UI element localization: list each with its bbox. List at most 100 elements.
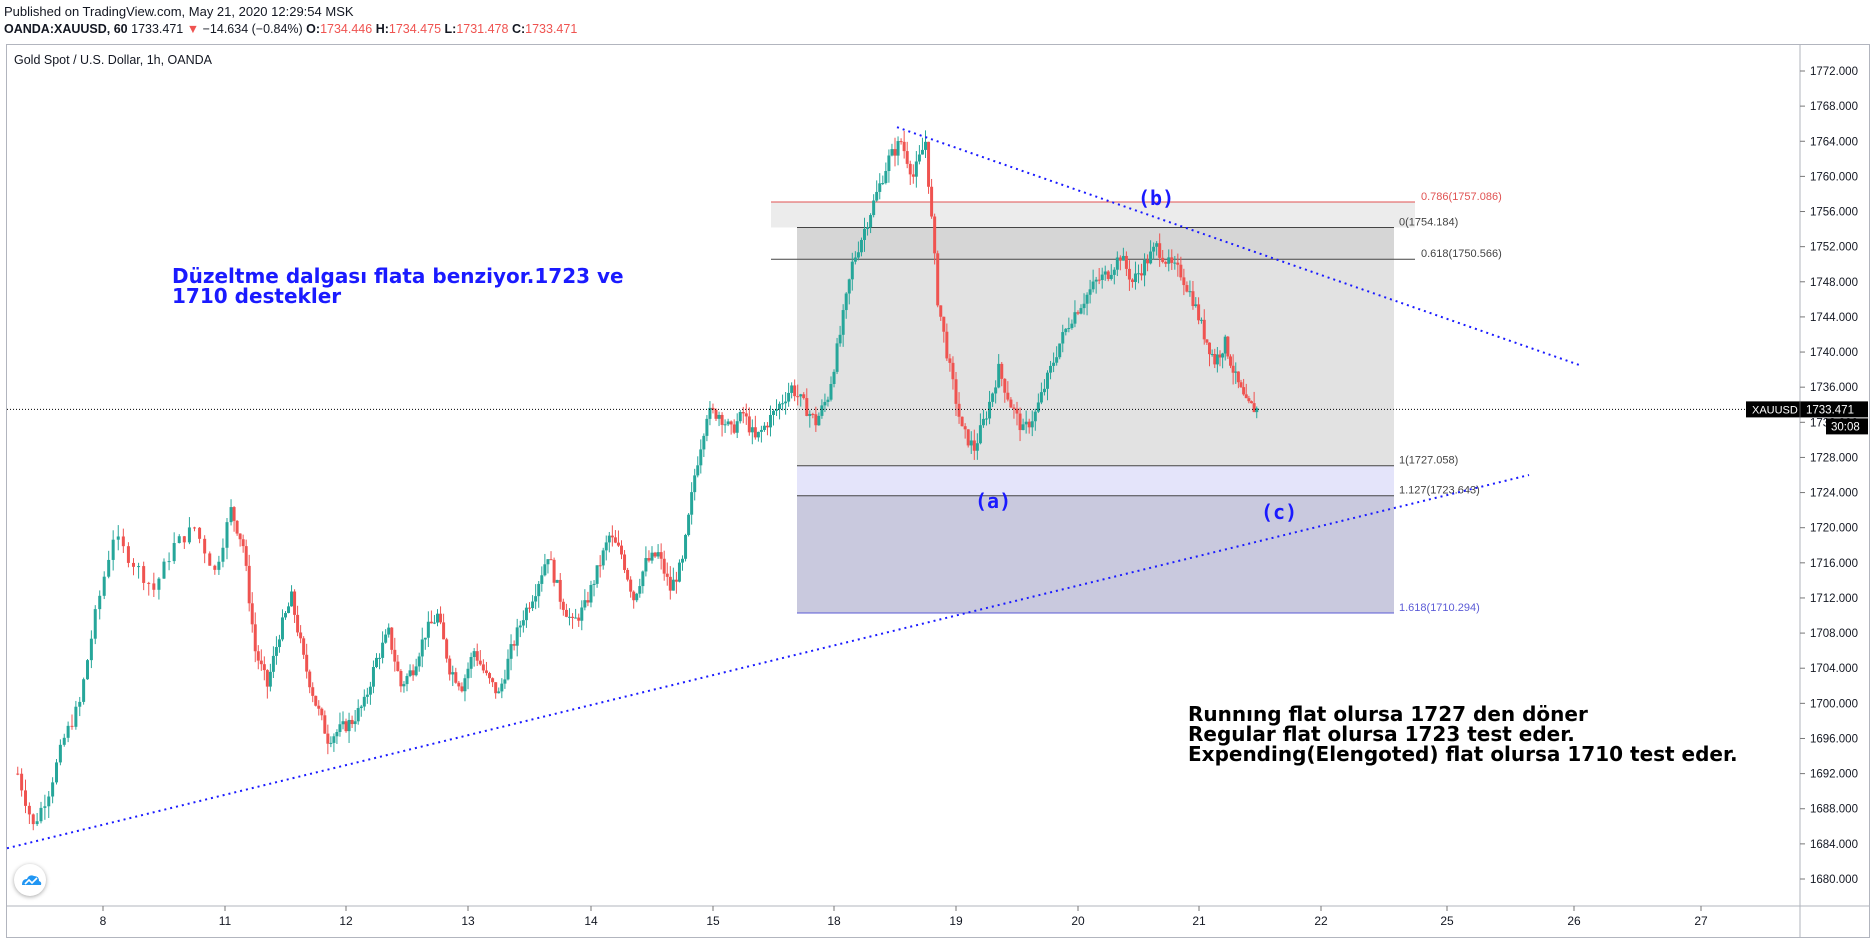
y-tick-label: 1752.000 [1810,242,1858,254]
candle-body [580,607,584,621]
candle-body [561,601,565,610]
candle-body [384,634,388,643]
candle-body [265,670,269,687]
candle-body [1185,285,1189,292]
candle-body [641,571,645,587]
candle-body [78,701,82,707]
candle-body [881,183,885,185]
annotation-note[interactable]: Runnıng flat olursa 1727 den döner Regul… [1188,704,1738,764]
candle-body [768,414,772,428]
candle-body [481,664,485,671]
annotation-title[interactable]: Düzeltme dalgası flata benziyor.1723 ve … [172,266,624,306]
wave-label-b[interactable]: (b) [1138,186,1175,210]
fib-extension-tool[interactable]: 0.786(1757.086) 0(1754.184) 0.618(1750.566… [771,191,1502,614]
candle-body [299,632,303,639]
candle-body [1234,371,1238,373]
candle-body [86,660,89,680]
candle-body [635,593,639,601]
y-tick-label: 1700.000 [1810,698,1858,710]
candle-body [850,261,854,280]
candle-body [287,606,291,614]
candle-body [750,427,754,433]
candle-body [1236,371,1240,383]
cloud-icon [22,875,42,885]
candle-body [859,239,863,253]
candle-body [997,363,1001,388]
candle-body [1024,421,1028,425]
candle-body [121,536,125,547]
candle-body [74,706,78,727]
candle-body [1140,273,1144,276]
candle-body [866,227,870,229]
candle-body [726,421,730,425]
candle-body [308,671,312,688]
candle-body [66,725,70,738]
candle-body [111,539,115,560]
candle-body [177,536,181,544]
candle-body [341,721,345,725]
candle-body [39,807,43,822]
candle-body [229,507,233,523]
candle-body [543,564,547,576]
tradingview-logo[interactable] [14,864,46,896]
candle-body [869,215,873,228]
candle-body [152,583,156,590]
symbol-ohlc-line: OANDA:XAUUSD, 60 1733.471 ▼ −14.634 (−0.… [4,22,577,36]
symbol-label: OANDA:XAUUSD, 60 [4,22,128,36]
candle-body [687,514,691,535]
candle-body [744,413,748,417]
x-tick-label: 27 [1694,914,1708,928]
candle-body [58,744,62,763]
candle-body [1239,382,1243,388]
wave-label-c[interactable]: (c) [1261,500,1298,524]
close-value: 1733.471 [525,22,578,36]
trendlines[interactable] [6,126,1581,850]
candle-body [478,660,482,665]
candle-body [24,790,27,806]
candle-body [411,670,415,676]
candle-body [1215,354,1219,365]
candle-body [1205,339,1209,343]
candle-body [1055,357,1059,363]
candle-body [1221,353,1225,358]
candle-body [1112,269,1116,275]
candle-body [647,558,651,561]
resistance-trendline [896,126,1581,367]
candle-body [1143,260,1147,276]
candle-body [1067,327,1071,329]
candle-body [107,559,111,577]
fib-zone-ext1 [797,465,1394,496]
candle-body [475,651,479,661]
candle-body [116,536,120,540]
candle-body [302,638,306,655]
candle-body [671,579,675,591]
price-badge-value: 1733.471 [1806,404,1854,416]
wave-label-a[interactable]: (a) [975,489,1012,513]
candle-body [994,387,998,394]
candle-body [1133,273,1137,283]
candle-body [674,579,678,582]
candle-body [690,492,694,515]
candle-body [293,591,297,615]
candle-body [1208,342,1211,355]
candle-body [1179,264,1183,278]
candle-body [537,583,541,597]
candle-body [445,639,449,659]
chart-frame [6,44,1870,938]
candle-body [659,552,663,559]
candle-body [896,141,900,156]
candle-body [43,806,47,808]
candle-body [817,415,821,426]
candle-body [534,596,538,602]
candle-body [911,174,915,177]
y-tick-label: 1744.000 [1810,312,1858,324]
x-tick-label: 21 [1192,914,1206,928]
candle-body [420,639,424,657]
candle-body [705,418,709,436]
candle-body [1000,363,1004,379]
candle-body [1121,255,1125,261]
candle-body [924,141,927,150]
x-tick-label: 25 [1440,914,1454,928]
candle-body [408,670,412,677]
